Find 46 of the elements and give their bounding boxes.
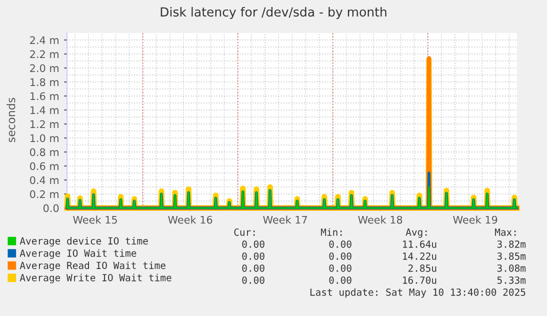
y-tick-label: 0.2 m (30, 190, 58, 198)
y-tick-label: 0.8 m (30, 148, 58, 156)
text: 0.00 (329, 276, 352, 284)
y-tick-label: 0.6 m (30, 162, 58, 170)
y-tick-label: 2.0 m (30, 64, 58, 72)
text: 0.00 (242, 240, 264, 248)
text: 14.22u (403, 252, 436, 260)
x-tick-label: Week 19 (453, 216, 498, 224)
y-tick-label: 0.0 (43, 204, 59, 212)
y-tick-label: 2.2 m (30, 50, 58, 58)
y-tick-label: 0.4 m (30, 176, 58, 184)
x-tick-label: Week 18 (358, 216, 402, 224)
legend-label: Average IO Wait time (20, 249, 136, 259)
text: 16.70u (403, 276, 436, 284)
text: 0.00 (329, 240, 352, 248)
text: Avg: (406, 228, 427, 238)
x-tick-label: Week 15 (73, 216, 117, 224)
y-tick-label: 1.2 m (30, 120, 58, 128)
text: 0.00 (329, 252, 352, 260)
text: Last update: Sat May 10 13:40:00 2025 (310, 288, 526, 298)
text: Max: (494, 228, 516, 236)
y-tick-label: 2.4 m (30, 36, 58, 44)
y-axis-title: seconds (6, 98, 16, 142)
text: 0.00 (329, 264, 352, 272)
text: 3.85m (497, 252, 526, 260)
x-tick-label: Week 17 (263, 216, 307, 224)
text: 0.00 (242, 252, 264, 260)
x-tick-label: Week 16 (168, 216, 212, 224)
y-tick-label: 1.0 m (30, 134, 58, 142)
text: 0.00 (242, 276, 264, 284)
text: 5.33m (497, 276, 526, 284)
y-tick-label: 1.4 m (30, 106, 58, 114)
chart-title: Disk latency for /dev/sda - by month (160, 6, 386, 20)
legend-label: Average Read IO Wait time (20, 262, 166, 272)
text: Min: (320, 228, 342, 236)
legend-label: Average Write IO Wait time (20, 274, 172, 284)
text: 2.85u (408, 264, 436, 272)
text: 3.08m (497, 264, 526, 272)
text: 3.82m (497, 240, 526, 248)
text: Cur: (234, 228, 255, 236)
legend-label: Average device IO time (20, 237, 148, 247)
text: 11.64u (403, 240, 436, 248)
y-tick-label: 1.8 m (30, 78, 58, 86)
y-tick-label: 1.6 m (30, 92, 58, 100)
line-series (66, 186, 518, 209)
text: 0.00 (242, 264, 264, 272)
